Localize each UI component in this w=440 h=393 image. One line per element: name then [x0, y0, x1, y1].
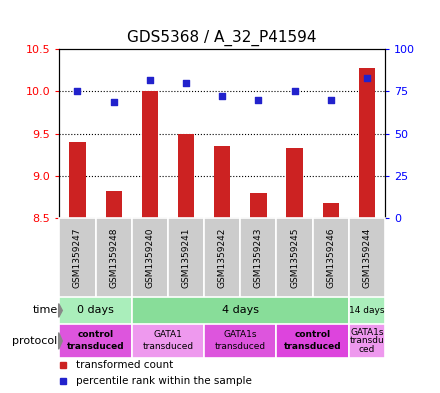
Point — [147, 76, 154, 83]
Bar — [132, 218, 168, 297]
Bar — [286, 148, 303, 218]
Bar — [59, 218, 95, 297]
Text: transduced: transduced — [215, 342, 266, 351]
Bar — [59, 324, 132, 358]
Bar — [168, 218, 204, 297]
Text: control: control — [295, 331, 331, 340]
Text: 14 days: 14 days — [349, 306, 385, 315]
Point — [74, 88, 81, 94]
Text: GSM1359240: GSM1359240 — [145, 227, 154, 288]
Text: percentile rank within the sample: percentile rank within the sample — [76, 376, 252, 386]
Point — [327, 97, 334, 103]
Point — [110, 98, 117, 105]
Text: GSM1359245: GSM1359245 — [290, 227, 299, 288]
Bar — [132, 324, 204, 358]
Text: ced: ced — [359, 345, 375, 354]
Text: 4 days: 4 days — [222, 305, 259, 316]
Text: control: control — [77, 331, 114, 340]
Point — [183, 80, 190, 86]
Text: transduced: transduced — [67, 342, 125, 351]
Point — [363, 75, 370, 81]
Bar — [70, 142, 86, 218]
Bar — [323, 203, 339, 218]
Text: GSM1359247: GSM1359247 — [73, 227, 82, 288]
Bar — [59, 297, 132, 324]
Bar — [240, 218, 276, 297]
Bar — [349, 297, 385, 324]
Text: 0 days: 0 days — [77, 305, 114, 316]
Text: GSM1359248: GSM1359248 — [109, 227, 118, 288]
Bar — [250, 193, 267, 218]
Text: GATA1s: GATA1s — [350, 328, 384, 337]
Text: GSM1359242: GSM1359242 — [218, 227, 227, 288]
Text: GSM1359246: GSM1359246 — [326, 227, 335, 288]
Text: GATA1s: GATA1s — [224, 331, 257, 340]
Text: GATA1: GATA1 — [154, 331, 182, 340]
Bar — [178, 134, 194, 218]
Bar — [359, 68, 375, 218]
Text: transdu: transdu — [349, 336, 384, 345]
Bar — [349, 324, 385, 358]
Text: transduced: transduced — [284, 342, 341, 351]
Polygon shape — [59, 332, 62, 349]
Polygon shape — [59, 303, 62, 318]
Title: GDS5368 / A_32_P41594: GDS5368 / A_32_P41594 — [128, 30, 317, 46]
Text: time: time — [33, 305, 58, 316]
Text: GSM1359243: GSM1359243 — [254, 227, 263, 288]
Text: transformed count: transformed count — [76, 360, 173, 371]
Text: transduced: transduced — [143, 342, 194, 351]
Bar — [95, 218, 132, 297]
Bar — [214, 146, 231, 218]
Bar — [276, 218, 313, 297]
Bar — [204, 324, 276, 358]
Point — [255, 97, 262, 103]
Bar — [276, 324, 349, 358]
Bar — [313, 218, 349, 297]
Bar — [106, 191, 122, 218]
Point — [291, 88, 298, 94]
Text: protocol: protocol — [12, 336, 58, 346]
Bar — [142, 91, 158, 218]
Bar — [204, 218, 240, 297]
Bar — [349, 218, 385, 297]
Bar — [132, 297, 349, 324]
Text: GSM1359241: GSM1359241 — [182, 227, 191, 288]
Point — [219, 93, 226, 99]
Text: GSM1359244: GSM1359244 — [363, 227, 371, 288]
